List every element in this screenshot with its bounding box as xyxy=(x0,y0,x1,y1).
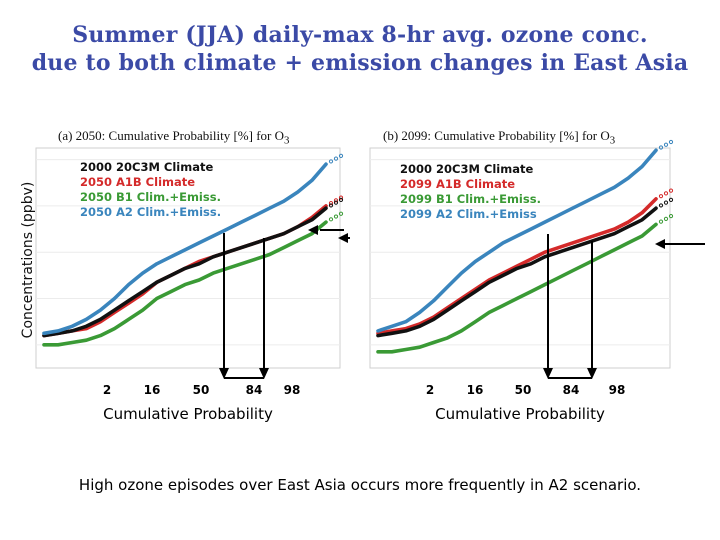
percentile-arrowhead xyxy=(543,368,553,379)
x-tick-label: 16 xyxy=(467,383,484,397)
footer-note: High ozone episodes over East Asia occur… xyxy=(78,476,642,494)
panel-b-label: (b) 2099: Cumulative Probability [%] for… xyxy=(383,128,610,143)
series-tail-point-green xyxy=(658,219,664,224)
percentile-arrowhead xyxy=(259,368,269,379)
chart-title-line1: Summer (JJA) daily-max 8-hr avg. ozone c… xyxy=(72,22,648,48)
series-tail-point-black xyxy=(668,197,674,202)
percentile-arrowhead xyxy=(587,368,597,379)
chart-title-line2: due to both climate + emission changes i… xyxy=(31,50,689,76)
series-line-black xyxy=(42,206,328,338)
series-tail-point-blue xyxy=(338,153,344,158)
series-tail-point-black xyxy=(663,200,669,205)
series-tail-point-green xyxy=(333,214,339,219)
panel-b-subscript: 3 xyxy=(609,134,616,147)
x-tick-label: 84 xyxy=(246,383,263,397)
legend-entry-black: 2000 20C3M Climate xyxy=(80,160,213,174)
x-tick-label: 2 xyxy=(426,383,434,397)
x-tick-label: 50 xyxy=(515,383,532,397)
series-tail-point-green xyxy=(668,213,674,219)
series-tail-point-blue xyxy=(668,139,674,145)
x-tick-label: 84 xyxy=(563,383,580,397)
x-tick-label: 98 xyxy=(284,383,301,397)
series-tail-point-black xyxy=(328,203,334,208)
level-arrowhead xyxy=(655,239,665,249)
series-tail-point-green xyxy=(338,211,344,216)
x-tick-label: 50 xyxy=(193,383,210,397)
x-tick-label: 16 xyxy=(144,383,161,397)
series-line-green xyxy=(42,220,328,347)
series-tail-point-red xyxy=(663,191,669,196)
series-tail-point-red xyxy=(658,194,664,199)
plot-area-0 xyxy=(35,147,341,369)
series-tail-point-red xyxy=(333,198,339,203)
series-line-blue xyxy=(376,148,658,333)
x-tick-label: 2 xyxy=(103,383,111,397)
legend-entry-green: 2050 B1 Clim.+Emiss. xyxy=(80,190,221,204)
series-line-green xyxy=(376,222,658,354)
series-line-blue xyxy=(42,162,328,336)
series-line-black xyxy=(376,206,658,338)
percentile-arrowhead xyxy=(219,368,229,379)
x-axis-label: Cumulative Probability xyxy=(103,405,273,423)
series-tail-point-blue xyxy=(663,142,669,147)
series-tail-point-red xyxy=(328,201,334,206)
legend-entry-red: 2050 A1B Climate xyxy=(80,175,195,189)
series-tail-point-blue xyxy=(333,156,339,161)
series-tail-point-green xyxy=(328,217,334,222)
level-arrowhead xyxy=(308,225,318,235)
series-tail-point-blue xyxy=(328,159,334,164)
panel-a-label: (a) 2050: Cumulative Probability [%] for… xyxy=(58,128,285,143)
panel-b-title: (b) 2099: Cumulative Probability [%] for… xyxy=(383,128,615,147)
legend-entry-green: 2099 B1 Clim.+Emiss. xyxy=(400,192,541,206)
series-tail-point-black xyxy=(338,197,344,202)
panel-a-subscript: 3 xyxy=(284,134,290,147)
series-tail-point-blue xyxy=(658,145,664,150)
series-line-red xyxy=(376,197,658,336)
series-tail-point-red xyxy=(338,195,344,200)
level-arrowhead xyxy=(338,233,348,243)
legend-entry-blue: 2050 A2 Clim.+Emiss. xyxy=(80,205,221,219)
series-tail-point-red xyxy=(668,188,674,193)
series-tail-point-green xyxy=(663,216,669,221)
legend-entry-black: 2000 20C3M Climate xyxy=(400,162,533,176)
x-tick-label: 98 xyxy=(609,383,626,397)
series-tail-point-black xyxy=(333,200,339,205)
legend-entry-blue: 2099 A2 Clim.+Emiss xyxy=(400,207,537,221)
panel-a-title: (a) 2050: Cumulative Probability [%] for… xyxy=(58,128,289,147)
x-axis-label: Cumulative Probability xyxy=(435,405,605,423)
legend-entry-red: 2099 A1B Climate xyxy=(400,177,515,191)
series-tail-point-black xyxy=(658,203,664,208)
